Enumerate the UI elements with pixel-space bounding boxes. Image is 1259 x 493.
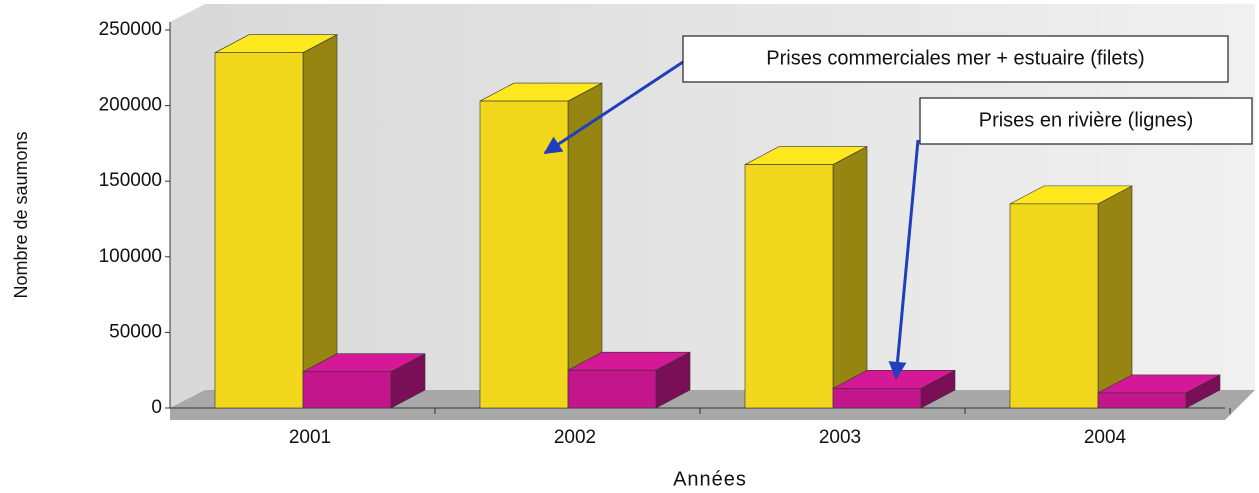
y-tick-label: 200000 — [99, 95, 162, 116]
x-tick-label: 2004 — [1084, 427, 1127, 448]
bar-side — [1097, 185, 1133, 409]
y-tick-label: 0 — [151, 397, 162, 418]
y-tick-label: 150000 — [99, 170, 162, 191]
x-tick-label: 2002 — [554, 427, 596, 448]
legend-box — [682, 35, 1229, 83]
y-tick-label: 100000 — [99, 246, 162, 267]
x-axis-title: Années — [673, 468, 747, 490]
legend-box — [919, 97, 1253, 145]
bar — [567, 369, 657, 409]
y-tick-label: 250000 — [99, 19, 162, 40]
legend-label: Prises en rivière (lignes) — [979, 109, 1194, 131]
bar-side — [832, 146, 868, 409]
callout-arrow — [543, 60, 684, 155]
x-tick-label: 2003 — [819, 427, 861, 448]
callout-arrow — [888, 139, 920, 380]
legend-label: Prises commerciales mer + estuaire (file… — [766, 47, 1144, 69]
bar — [1009, 203, 1099, 409]
x-tick-label: 2001 — [289, 427, 331, 448]
bar — [214, 52, 304, 409]
bar — [744, 164, 834, 409]
y-axis-title: Nombre de saumons — [11, 131, 31, 298]
bar — [302, 371, 392, 409]
bar — [832, 388, 922, 409]
bar-side — [302, 34, 338, 409]
bar — [1097, 392, 1187, 409]
floor — [170, 390, 1255, 420]
y-tick-label: 50000 — [109, 321, 162, 342]
